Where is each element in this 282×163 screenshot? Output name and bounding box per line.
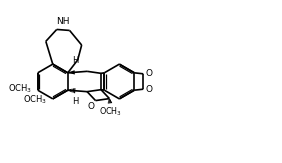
Text: O: O: [87, 102, 94, 111]
Text: OCH$_3$: OCH$_3$: [23, 94, 47, 106]
Text: OCH$_3$: OCH$_3$: [99, 105, 122, 118]
Text: OCH$_3$: OCH$_3$: [8, 83, 32, 95]
Polygon shape: [68, 70, 75, 74]
Text: O: O: [146, 85, 153, 94]
Text: H: H: [72, 97, 78, 106]
Text: H: H: [72, 56, 78, 65]
Text: NH: NH: [56, 17, 70, 26]
Text: O: O: [146, 69, 153, 78]
